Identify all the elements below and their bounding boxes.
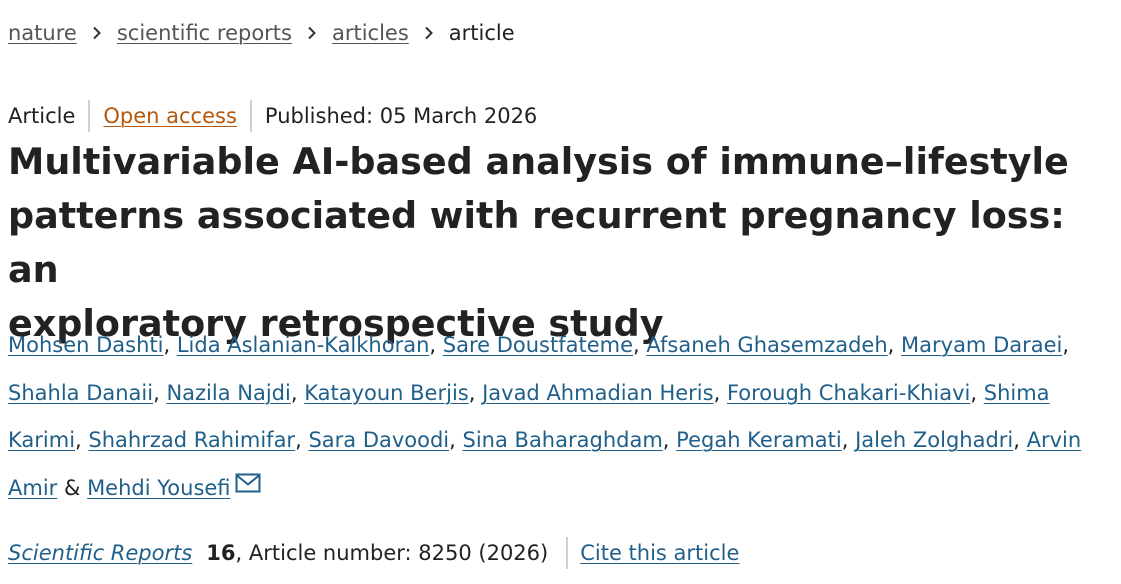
meta-divider <box>249 100 252 132</box>
breadcrumb-link-articles[interactable]: articles <box>331 21 409 45</box>
meta-divider <box>88 100 91 132</box>
citation-divider <box>566 537 569 569</box>
author-link[interactable]: Lida Aslanian-Kalkhoran <box>176 333 430 357</box>
journal-link[interactable]: Scientific Reports <box>8 541 193 565</box>
author-link[interactable]: Maryam Daraei <box>901 333 1063 357</box>
author-list-ampersand: & <box>63 475 81 500</box>
author-link[interactable]: Nazila Najdi <box>166 380 291 405</box>
author-list: Mohsen Dashti, Lida Aslanian-Kalkhoran, … <box>8 333 1082 500</box>
author-link[interactable]: Forough Chakari-Khiavi <box>726 380 971 405</box>
breadcrumb-link-nature[interactable]: nature <box>8 21 77 45</box>
article-title: Multivariable AI-based analysis of immun… <box>8 135 1108 351</box>
author-link[interactable]: Javad Ahmadian Heris <box>482 380 714 405</box>
article-title-line: patterns associated with recurrent pregn… <box>8 194 1065 291</box>
chevron-right-icon <box>292 18 332 48</box>
author-link[interactable]: Pegah Keramati <box>676 428 842 452</box>
author-link[interactable]: Jaleh Zolghadri <box>855 428 1014 452</box>
breadcrumb-current: article <box>448 21 515 45</box>
breadcrumb: nature scientific reports articles artic… <box>8 18 515 48</box>
open-access-link[interactable]: Open access <box>103 104 237 128</box>
chevron-right-icon <box>77 18 117 48</box>
cite-this-article-link[interactable]: Cite this article <box>580 541 740 565</box>
citation-row: Scientific Reports 16, Article number: 8… <box>8 537 739 569</box>
author-link[interactable]: Sara Davoodi <box>308 428 450 452</box>
author-link[interactable]: Mohsen Dashti <box>8 333 164 357</box>
author-link[interactable]: Arvin Amir <box>8 428 1082 500</box>
article-title-line: exploratory retrospective study <box>8 302 664 345</box>
chevron-right-icon <box>409 18 449 48</box>
article-meta: Article Open access Published: 05 March … <box>8 100 537 132</box>
envelope-icon[interactable] <box>235 473 261 493</box>
author-link[interactable]: Sare Doustfateme <box>442 333 634 357</box>
article-type: Article <box>8 104 76 128</box>
journal-volume: 16 <box>206 541 236 565</box>
author-link[interactable]: Afsaneh Ghasemzadeh <box>646 333 888 357</box>
author-link[interactable]: Shahla Danaii <box>8 380 154 405</box>
author-link[interactable]: Shima Karimi <box>8 380 1050 453</box>
author-link[interactable]: Sina Baharaghdam <box>462 428 663 452</box>
article-title-line: Multivariable AI-based analysis of immun… <box>8 140 1069 183</box>
article-number: , Article number: 8250 (2026) <box>235 541 549 565</box>
published-date: Published: 05 March 2026 <box>264 104 538 128</box>
author-link-corresponding[interactable]: Mehdi Yousefi <box>87 475 231 500</box>
breadcrumb-link-scientific-reports[interactable]: scientific reports <box>116 21 292 45</box>
author-link[interactable]: Katayoun Berjis <box>304 380 469 405</box>
author-link[interactable]: Shahrzad Rahimifar <box>88 428 296 452</box>
